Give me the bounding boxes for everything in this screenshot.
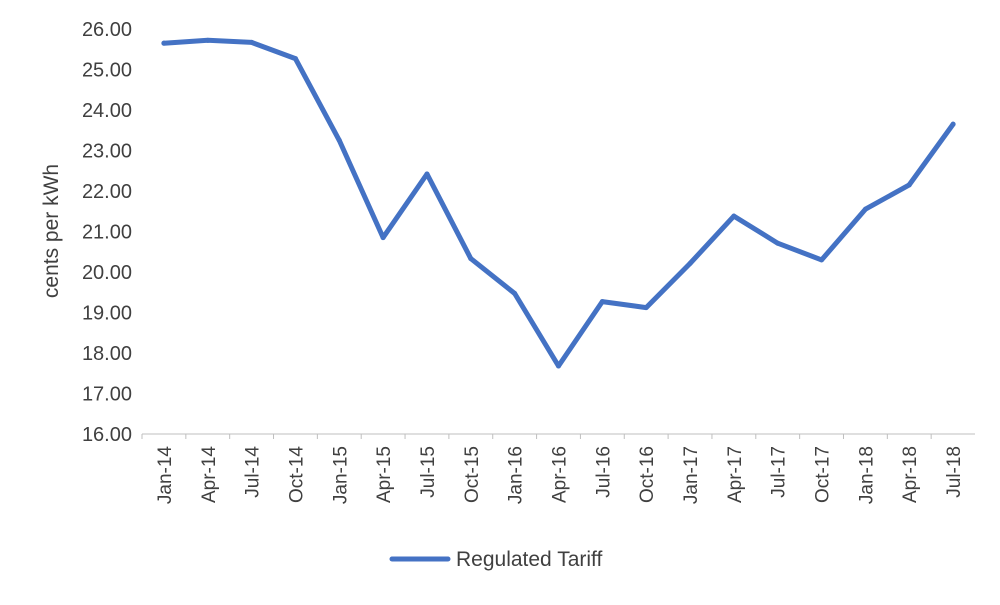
data-point [775, 240, 781, 246]
legend: Regulated Tariff [389, 548, 602, 571]
x-tick-label: Oct-15 [462, 446, 483, 503]
x-tick-label: Jan-15 [330, 446, 351, 504]
x-tick-label: Apr-16 [550, 446, 571, 503]
x-tick-label: Apr-14 [199, 446, 220, 503]
x-tick-label: Jan-18 [856, 446, 877, 504]
data-point [249, 39, 255, 45]
y-axis-ticks: 16.00 17.00 18.00 19.00 20.00 21.00 22.00 23.00… [82, 19, 132, 446]
series-points [161, 37, 956, 369]
data-point [556, 363, 561, 369]
data-point [205, 37, 211, 43]
x-tick-label: Jul-18 [944, 446, 965, 498]
y-tick-label: 16.00 [82, 424, 132, 446]
x-tick-label: Jan-14 [155, 446, 176, 505]
data-point [643, 305, 649, 311]
y-tick-label: 20.00 [82, 262, 132, 284]
data-point [424, 171, 430, 177]
y-tick-label: 26.00 [82, 19, 132, 41]
y-tick-label: 18.00 [82, 343, 132, 365]
x-tick-label: Oct-14 [286, 446, 307, 503]
x-axis-ticks: Jan-14 Apr-14 Jul-14 Oct-14 Jan-15 Apr-15 Jul-… [141, 434, 965, 505]
data-point [512, 290, 518, 296]
data-point [336, 137, 342, 143]
x-tick-label: Oct-16 [637, 446, 658, 503]
legend-label: Regulated Tariff [456, 548, 602, 571]
data-point [161, 40, 167, 46]
data-point [950, 121, 956, 127]
data-point [468, 256, 474, 262]
y-tick-label: 25.00 [82, 60, 132, 82]
y-axis-label: cents per kWh [40, 164, 63, 298]
data-point [906, 182, 912, 188]
data-point [599, 299, 605, 305]
data-point [731, 213, 737, 219]
x-tick-label: Apr-18 [900, 446, 921, 503]
series-line-regulated-tariff [161, 37, 956, 369]
y-tick-label: 24.00 [82, 100, 132, 122]
x-tick-label: Jan-17 [681, 446, 702, 504]
x-tick-label: Jul-16 [593, 446, 614, 498]
x-tick-label: Jul-14 [243, 446, 264, 498]
data-point [292, 56, 298, 62]
data-point [862, 206, 868, 212]
x-tick-label: Jul-15 [418, 446, 439, 498]
y-tick-label: 19.00 [82, 303, 132, 325]
x-tick-label: Jul-17 [769, 446, 790, 498]
data-point [380, 235, 386, 241]
y-tick-label: 17.00 [82, 384, 132, 406]
data-point [687, 260, 693, 266]
x-tick-label: Apr-15 [374, 446, 395, 503]
y-tick-label: 23.00 [82, 141, 132, 163]
y-tick-label: 21.00 [82, 222, 132, 244]
x-tick-label: Oct-17 [813, 446, 834, 503]
x-tick-label: Jan-16 [506, 446, 527, 504]
y-tick-label: 22.00 [82, 181, 132, 203]
data-point [819, 257, 825, 263]
x-tick-label: Apr-17 [725, 446, 746, 503]
